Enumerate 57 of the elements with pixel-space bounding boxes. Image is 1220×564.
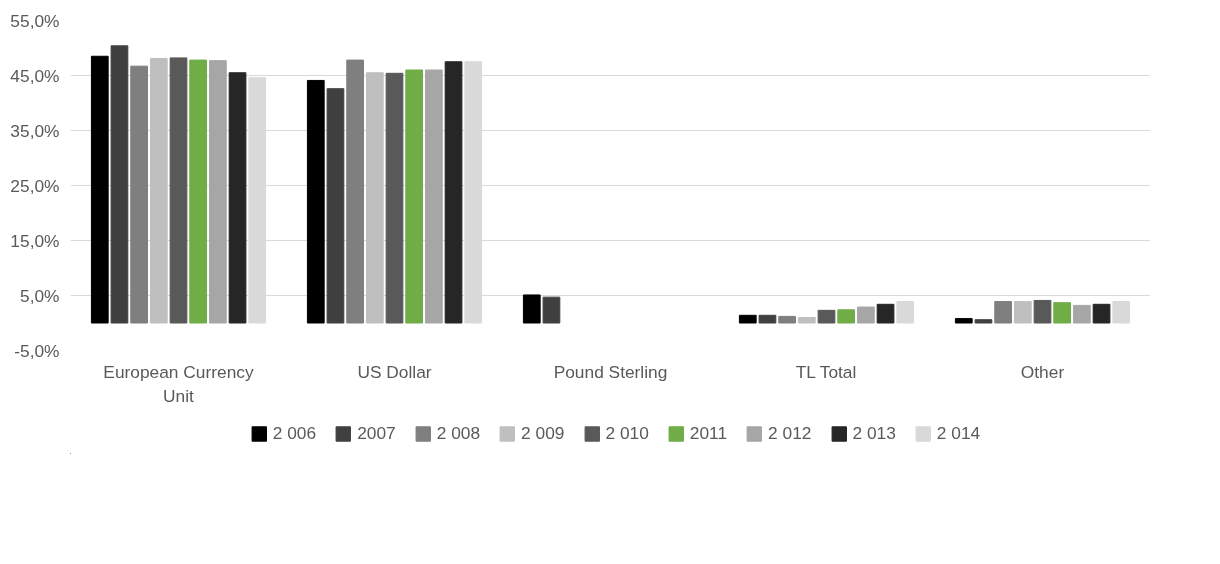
bar: [994, 301, 1012, 324]
legend-label: 2 008: [436, 422, 481, 444]
y-tick-label: 25,0%: [10, 175, 60, 196]
bar: [974, 319, 993, 324]
bar: [346, 59, 364, 324]
y-tick-label: 5,0%: [20, 285, 60, 306]
legend-label: 2 013: [852, 422, 896, 444]
legend-label: 2 006: [272, 422, 317, 444]
bar: [425, 69, 443, 324]
y-tick-label: 15,0%: [10, 230, 60, 251]
legend-label: 2007: [357, 422, 396, 444]
bar: [1073, 304, 1091, 324]
x-tick-label: European Currency Unit: [103, 361, 254, 406]
bar: [130, 65, 148, 324]
x-tick-label: Other: [1020, 361, 1065, 382]
x-tick-label: TL Total: [795, 361, 857, 382]
bar: [1112, 301, 1131, 324]
y-tick-label: 45,0%: [10, 65, 60, 86]
legend-label: 2 014: [936, 422, 981, 444]
bar: [365, 72, 384, 324]
bar: [90, 55, 109, 324]
bar: [110, 45, 129, 324]
bar: [169, 57, 188, 324]
bar: [778, 315, 796, 324]
bar: [738, 314, 757, 324]
x-tick-label: Pound Sterling: [553, 361, 668, 382]
bar: [954, 318, 973, 324]
bar: [1033, 299, 1052, 324]
bar: [326, 88, 345, 324]
bar: [444, 61, 463, 324]
bar: [189, 59, 208, 324]
legend-label: 2 010: [605, 422, 649, 444]
bar: [542, 296, 561, 324]
bar: [758, 314, 777, 324]
bar: [522, 294, 541, 324]
bar: [817, 309, 836, 324]
bar: [837, 309, 856, 324]
bar: [1092, 303, 1111, 324]
y-tick-label: 35,0%: [10, 120, 60, 141]
bar: [306, 79, 325, 324]
legend-label: 2011: [689, 422, 728, 444]
legend-label: 2 009: [521, 422, 565, 444]
bar: [797, 317, 816, 324]
bar: [405, 69, 424, 324]
bar: [857, 306, 875, 324]
bar: [896, 301, 915, 324]
y-tick-label: 55,0%: [10, 10, 60, 31]
bar: [228, 72, 247, 324]
x-tick-label: US Dollar: [357, 361, 432, 382]
bar: [149, 57, 168, 324]
bar: [876, 303, 895, 324]
bar: [1053, 302, 1072, 324]
bar: [209, 60, 227, 324]
y-tick-label: -5,0%: [14, 340, 60, 361]
bar: [385, 72, 404, 324]
bar: [1013, 301, 1032, 324]
legend-label: 2 012: [768, 422, 812, 444]
